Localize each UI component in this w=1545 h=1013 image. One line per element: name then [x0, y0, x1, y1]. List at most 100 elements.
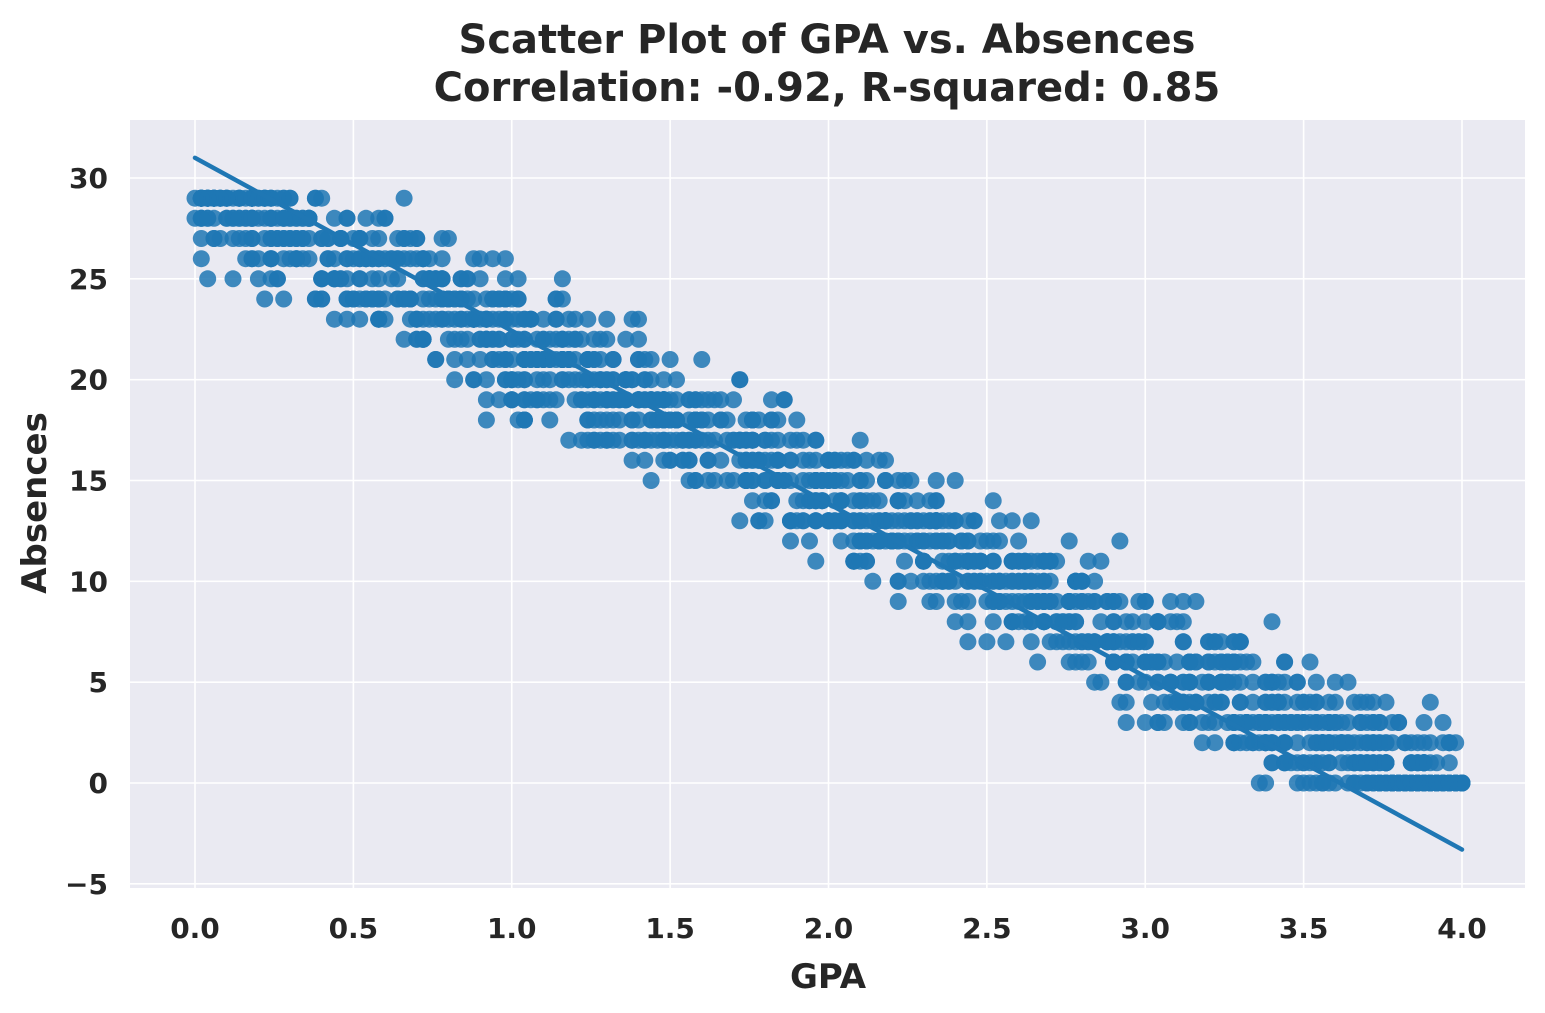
- scatter-point: [370, 270, 388, 288]
- scatter-point: [547, 310, 565, 328]
- scatter-point: [395, 330, 413, 348]
- scatter-point: [484, 250, 502, 268]
- scatter-point: [1250, 774, 1268, 792]
- scatter-point: [959, 633, 977, 651]
- scatter-point: [832, 512, 850, 530]
- scatter-point: [1111, 532, 1129, 550]
- scatter-point: [408, 310, 426, 328]
- scatter-point: [1174, 633, 1192, 651]
- scatter-point: [788, 492, 806, 510]
- scatter-point: [851, 431, 869, 449]
- scatter-point: [433, 270, 451, 288]
- scatter-point: [889, 572, 907, 590]
- scatter-point: [325, 209, 343, 227]
- scatter-point: [433, 250, 451, 268]
- scatter-point: [655, 391, 673, 409]
- scatter-point: [528, 391, 546, 409]
- scatter-point: [503, 391, 521, 409]
- regression-line-path: [192, 155, 1465, 852]
- scatter-point: [636, 451, 654, 469]
- scatter-point: [1181, 673, 1199, 691]
- scatter-point: [851, 532, 869, 550]
- scatter-point: [579, 310, 597, 328]
- scatter-points: [186, 189, 1471, 792]
- scatter-point: [750, 512, 768, 530]
- scatter-point: [585, 351, 603, 368]
- scatter-point: [870, 532, 888, 550]
- scatter-point: [484, 351, 502, 368]
- scatter-point: [243, 230, 261, 247]
- scatter-point: [572, 431, 590, 449]
- y-axis-ticks: −5 0 5 10 15 20 25 30: [65, 162, 108, 901]
- scatter-point: [325, 310, 343, 328]
- scatter-point: [1440, 774, 1458, 792]
- scatter-point: [1276, 754, 1294, 772]
- scatter-point: [408, 330, 426, 348]
- scatter-point: [249, 270, 267, 288]
- x-tick-label: 1.5: [645, 912, 695, 945]
- scatter-point: [902, 572, 920, 590]
- scatter-point: [617, 330, 635, 348]
- scatter-point: [661, 431, 679, 449]
- scatter-point: [515, 371, 533, 389]
- scatter-point: [997, 633, 1015, 651]
- scatter-point: [725, 472, 742, 489]
- scatter-point: [1035, 593, 1053, 610]
- scatter-point: [1409, 774, 1427, 792]
- scatter-point: [1364, 714, 1382, 731]
- scatter-point: [1314, 774, 1332, 792]
- scatter-point: [1396, 734, 1414, 752]
- scatter-point: [1238, 714, 1256, 731]
- y-tick-label: 20: [69, 364, 108, 397]
- scatter-point: [1288, 734, 1306, 752]
- scatter-point: [370, 209, 388, 227]
- scatter-point: [1440, 754, 1458, 772]
- scatter-point: [642, 472, 660, 489]
- scatter-point: [896, 552, 913, 570]
- scatter-point: [458, 351, 476, 368]
- scatter-point: [1276, 693, 1294, 711]
- scatter-point: [832, 492, 850, 510]
- scatter-point: [408, 230, 426, 247]
- scatter-point: [1257, 673, 1275, 691]
- scatter-point: [623, 310, 641, 328]
- scatter-point: [363, 230, 381, 247]
- scatter-point: [1231, 633, 1249, 651]
- scatter-point: [750, 411, 768, 429]
- scatter-point: [915, 532, 932, 550]
- scatter-point: [224, 209, 242, 227]
- scatter-point: [1016, 552, 1034, 570]
- scatter-point: [433, 230, 451, 247]
- scatter-point: [389, 230, 407, 247]
- scatter-point: [1320, 693, 1338, 711]
- scatter-point: [756, 472, 774, 489]
- scatter-point: [1105, 613, 1123, 631]
- scatter-point: [300, 250, 318, 268]
- scatter-point: [192, 250, 210, 268]
- scatter-point: [1415, 734, 1433, 752]
- scatter-point: [820, 472, 837, 489]
- scatter-point: [1092, 613, 1110, 631]
- scatter-point: [433, 310, 451, 328]
- scatter-point: [598, 310, 616, 328]
- scatter-point: [351, 250, 369, 268]
- scatter-point: [1098, 633, 1116, 651]
- scatter-point: [858, 451, 875, 469]
- scatter-point: [414, 250, 432, 268]
- scatter-point: [636, 351, 654, 368]
- scatter-point: [699, 472, 717, 489]
- scatter-point: [541, 411, 559, 429]
- scatter-point: [725, 391, 742, 409]
- scatter-point: [560, 431, 578, 449]
- scatter-point: [680, 391, 698, 409]
- scatter-point: [1276, 734, 1294, 752]
- scatter-point: [915, 512, 932, 530]
- scatter-point: [1067, 613, 1085, 631]
- scatter-point: [1130, 593, 1148, 610]
- scatter-point: [382, 270, 400, 288]
- scatter-point: [687, 411, 704, 429]
- scatter-point: [870, 451, 888, 469]
- scatter-point: [1206, 734, 1224, 752]
- scatter-point: [978, 633, 996, 651]
- scatter-point: [889, 593, 907, 610]
